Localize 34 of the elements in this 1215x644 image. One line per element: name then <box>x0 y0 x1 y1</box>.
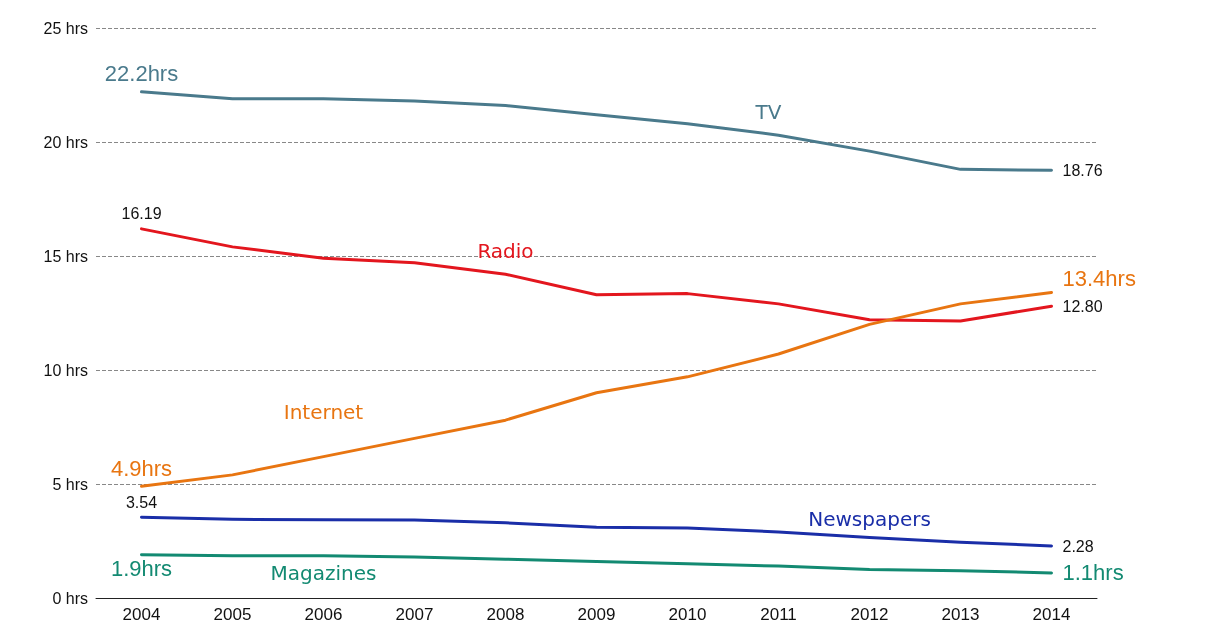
data-label: 2.28 <box>1062 537 1094 555</box>
series-label: Radio <box>477 239 534 264</box>
data-label: 16.19 <box>121 205 162 223</box>
x-tick-label: 2010 <box>668 605 707 624</box>
data-label: 1.9hrs <box>110 556 173 582</box>
x-tick-label: 2004 <box>122 605 161 624</box>
y-tick-label: 20 hrs <box>43 133 88 151</box>
line-series <box>140 227 1053 323</box>
series-label: Internet <box>283 399 364 424</box>
y-tick-label: 15 hrs <box>43 247 88 265</box>
x-tick-label: 2013 <box>941 605 980 624</box>
series-label: Magazines <box>270 560 377 585</box>
x-tick-label: 2009 <box>577 605 616 624</box>
series-label: Newspapers <box>808 506 931 531</box>
y-tick-label: 5 hrs <box>52 475 88 493</box>
data-label: 1.1hrs <box>1062 560 1124 586</box>
x-tick-label: 2012 <box>850 605 889 624</box>
x-tick-label: 2014 <box>1032 605 1071 624</box>
y-tick-label: 0 hrs <box>52 589 88 607</box>
data-label: 18.76 <box>1062 161 1103 179</box>
y-tick-label: 25 hrs <box>43 19 88 37</box>
x-tick-label: 2011 <box>760 605 797 624</box>
x-tick-label: 2005 <box>213 605 252 624</box>
data-label: 3.54 <box>125 493 158 511</box>
data-label: 22.2hrs <box>104 61 179 87</box>
y-tick-label: 10 hrs <box>43 361 88 379</box>
data-label: 12.80 <box>1062 297 1103 315</box>
x-tick-label: 2007 <box>395 605 434 624</box>
data-label: 13.4hrs <box>1062 265 1136 291</box>
x-tick-label: 2006 <box>304 605 343 624</box>
series-label: TV <box>754 100 782 125</box>
x-tick-label: 2008 <box>486 605 525 624</box>
line-series <box>140 90 1053 172</box>
data-label: 4.9hrs <box>110 455 173 481</box>
